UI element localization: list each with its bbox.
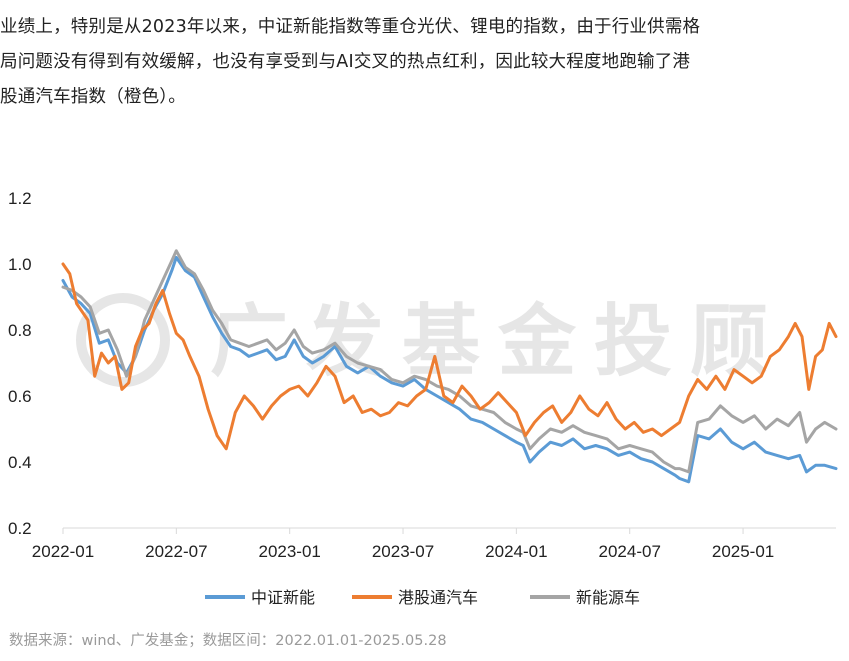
x-tick-label: 2023-07 [372,542,434,561]
intro-line: 业绩上，特别是从2023年以来，中证新能指数等重仓光伏、锂电的指数，由于行业供需… [0,17,701,37]
x-axis: 2022-01 2022-07 2023-01 2023-07 2024-01 2024-… [32,527,836,561]
x-tick-label: 2022-07 [145,542,207,561]
legend: 中证新能 港股通汽车 新能源车 [205,588,640,607]
intro-line: 股通汽车指数（橙色）。 [0,87,186,107]
legend-label: 港股通汽车 [398,588,478,607]
y-tick-label: 1.0 [8,255,32,274]
x-tick-label: 2024-07 [599,542,661,561]
x-tick-label: 2025-01 [712,542,774,561]
y-tick-label: 0.4 [8,453,32,472]
series-line-2 [61,249,838,474]
x-tick-label: 2024-01 [485,542,547,561]
series-line-1 [61,262,838,451]
legend-label: 中证新能 [251,588,315,607]
y-tick-label: 0.2 [8,519,32,538]
watermark-logo [76,293,170,387]
legend-label: 新能源车 [576,588,640,607]
intro-paragraph: 业绩上，特别是从2023年以来，中证新能指数等重仓光伏、锂电的指数，由于行业供需… [0,10,845,115]
y-tick-label: 0.6 [8,387,32,406]
x-tick-label: 2023-01 [258,542,320,561]
x-tick-label: 2022-01 [32,542,94,561]
watermark-text: 广发基金投顾 [210,297,786,387]
data-source-note: 数据来源：wind、广发基金；数据区间：2022.01.01-2025.05.2… [9,633,447,649]
intro-line: 局问题没有得到有效缓解，也没有享受到与AI交叉的热点红利，因此较大程度地跑输了港 [0,52,691,72]
plot-lines [61,249,838,484]
y-tick-label: 0.8 [8,321,32,340]
series-line-0 [61,255,838,484]
y-axis: 1.2 1.0 0.8 0.6 0.4 0.2 [8,189,32,538]
y-tick-label: 1.2 [8,189,32,208]
